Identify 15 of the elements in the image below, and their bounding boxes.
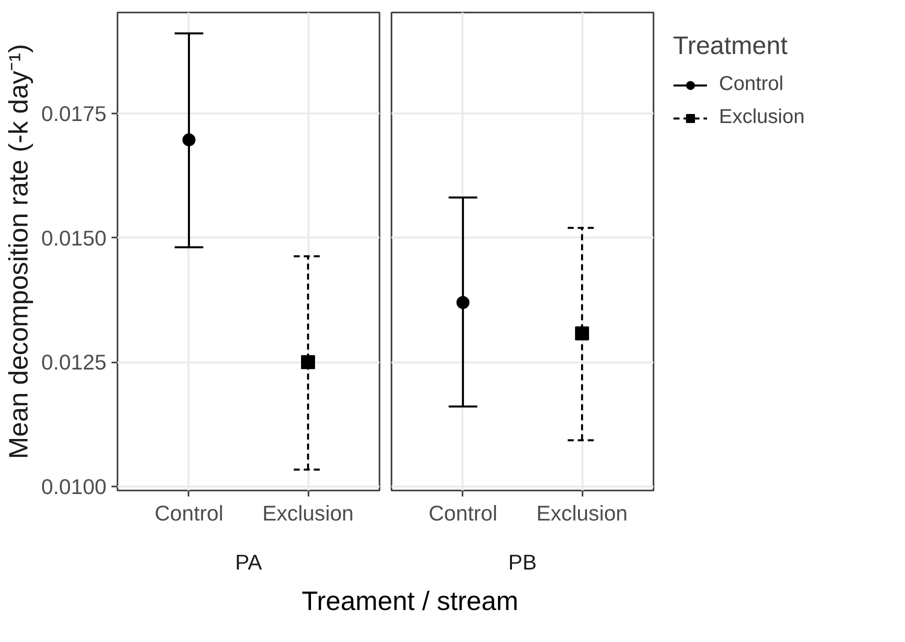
x-axis-title: PA: [235, 550, 263, 574]
x-axis-title: PB: [508, 550, 537, 574]
y-tick-label: 0.0100: [41, 475, 107, 500]
text: Treament / stream: [302, 585, 518, 618]
legend-label: Control: [719, 73, 784, 96]
y-axis-title: Mean decomposition rate (-k day⁻¹): [3, 44, 34, 459]
legend-title: Treatment: [673, 32, 788, 61]
y-tick-label: 0.0125: [41, 350, 106, 375]
x-tick-label: Control: [428, 502, 498, 526]
y-tick-label: 0.0175: [41, 102, 106, 126]
y-tick-label: 0.0150: [41, 226, 107, 250]
x-tick-label: Exclusion: [262, 502, 354, 526]
x-tick-label: Exclusion: [536, 502, 628, 526]
legend-label: Exclusion: [719, 106, 805, 129]
x-tick-label: Control: [154, 502, 224, 526]
